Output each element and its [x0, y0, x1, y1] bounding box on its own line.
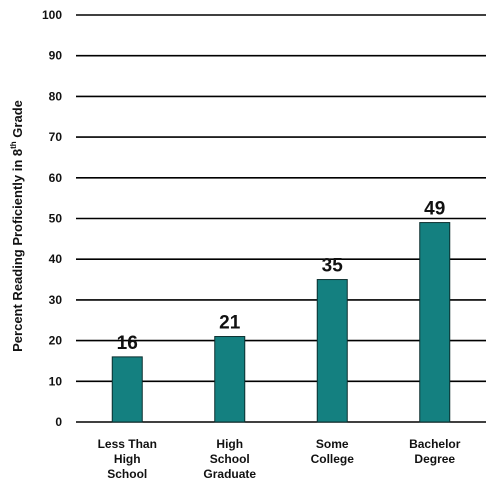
x-category-label: Bachelor Degree [409, 437, 461, 466]
x-category-label: High School Graduate [203, 437, 256, 481]
gridlines [76, 14, 486, 423]
y-axis-label-sup: th [9, 141, 18, 149]
y-tick-label: 100 [42, 8, 62, 22]
bar [419, 222, 451, 423]
data-labels: 16 21 35 49 [117, 199, 446, 354]
y-tick-label: 30 [49, 293, 63, 307]
y-tick-label: 40 [49, 252, 63, 266]
bar [316, 279, 348, 423]
data-label: 49 [424, 199, 445, 220]
y-tick-label: 70 [49, 130, 63, 144]
x-category-label: Some College [311, 437, 355, 466]
x-category-label: Less Than High School [98, 437, 157, 481]
bars [111, 222, 451, 423]
y-tick-label: 60 [49, 171, 63, 185]
y-tick-label: 80 [49, 89, 63, 103]
bar [214, 336, 246, 423]
data-label: 35 [322, 256, 344, 277]
y-axis-label-end: Grade [10, 100, 25, 141]
y-tick-label: 20 [49, 334, 63, 348]
data-label: 21 [219, 313, 241, 334]
y-tick-label: 90 [49, 49, 63, 63]
y-tick-label: 50 [49, 212, 63, 226]
category-labels: Less Than High School High School Graduate Som… [98, 437, 461, 481]
bar [111, 356, 143, 423]
y-axis-label: Percent Reading Proficiently in 8th Grad… [9, 100, 25, 352]
y-tick-label: 0 [55, 415, 62, 429]
y-axis-label-main: Percent Reading Proficiently in 8 [10, 149, 25, 352]
y-axis-ticks: 0 10 20 30 40 50 60 70 80 90 100 [42, 8, 62, 429]
y-tick-label: 10 [49, 374, 63, 388]
data-label: 16 [117, 333, 138, 354]
